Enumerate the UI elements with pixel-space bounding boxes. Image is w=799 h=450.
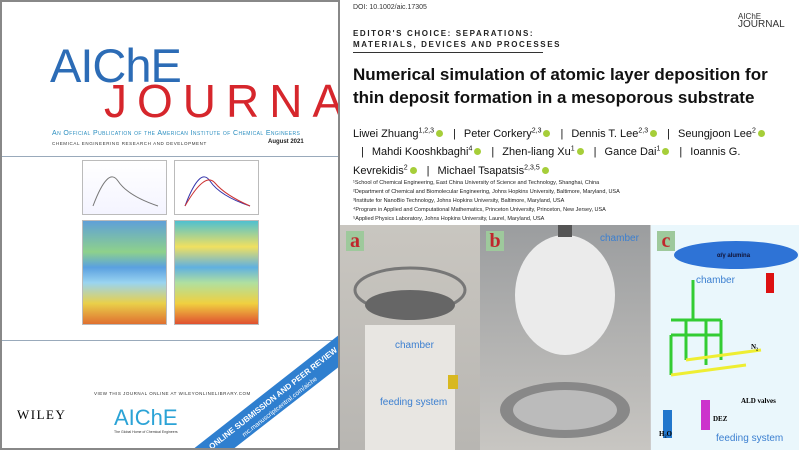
author-list: Liwei Zhuang1,2,3 | Peter Corkery2,3 | Denni… (353, 123, 793, 179)
section-line2: MATERIALS, DEVICES AND PROCESSES (353, 40, 562, 49)
orcid-icon[interactable] (543, 129, 551, 137)
banner-band (194, 335, 338, 448)
logo-top: AIChE (738, 12, 762, 21)
author-name: Liwei Zhuang (353, 127, 419, 140)
affiliation: ⁴Program in Applied and Computational Ma… (353, 207, 606, 213)
wiley-logo: WILEY (17, 407, 67, 422)
author-affiliation-number: 2 (752, 127, 756, 134)
label-b: b (486, 231, 504, 251)
aiche-logo: AIChE (114, 405, 178, 430)
chamber-label: chamber (395, 340, 434, 351)
author[interactable]: Gance Dai1 (605, 146, 672, 158)
author-name: Michael Tsapatsis (437, 164, 525, 177)
feeding-label: feeding system (716, 433, 784, 444)
author-name: Peter Corkery (463, 127, 532, 140)
label-a: a (346, 231, 364, 251)
author[interactable]: Mahdi Kooshkbaghi4 (372, 146, 484, 158)
separator: | (667, 127, 670, 140)
author-affiliation-number: 2,3,5 (524, 164, 540, 172)
author-name: Seungjoon Lee (678, 127, 753, 140)
divider (353, 52, 543, 53)
n2-label: N₂ (751, 343, 759, 351)
affiliation: ¹School of Chemical Engineering, East Ch… (353, 180, 600, 186)
separator: | (491, 146, 495, 159)
author[interactable]: Ioannis G. Kevrekidis2 (353, 146, 740, 177)
cover-issue: August 2021 (268, 139, 304, 145)
author[interactable]: Peter Corkery2,3 (463, 127, 553, 140)
aiche-tagline: The Global Home of Chemical Engineers (114, 430, 178, 434)
author-affiliation-number: 1 (656, 145, 661, 153)
section-heading: EDITOR'S CHOICE: SEPARATIONS: MATERIALS, … (353, 28, 561, 50)
author-affiliation-number: 2,3 (638, 127, 649, 134)
cover-journal: JOURNAL (104, 75, 338, 127)
separator: | (453, 127, 456, 140)
photo-b: b chamber (480, 225, 650, 450)
affiliation: ³Institute for NanoBio Technology, Johns… (353, 198, 565, 204)
separator: | (361, 146, 364, 159)
orcid-icon[interactable] (757, 129, 765, 137)
feeding-label: feeding system (380, 397, 448, 408)
alumina-label: α/γ alumina (717, 253, 751, 259)
chamber-label: chamber (696, 275, 735, 286)
submission-banner[interactable]: ONLINE SUBMISSION AND PEER REVIEW mc.man… (180, 320, 340, 450)
author-affiliation-number: 4 (468, 145, 473, 153)
plot-a (82, 160, 167, 215)
view-online: VIEW THIS JOURNAL ONLINE AT WILEYONLINEL… (94, 391, 251, 396)
author[interactable]: Zhen-liang Xu1 (502, 146, 585, 158)
cover-brand: AIChE (50, 39, 182, 92)
author-name: Zhen-liang Xu (502, 146, 571, 159)
separator: | (426, 164, 430, 177)
photo-c-schematic: c α/γ alumina chamber N₂ ALD valves DEZ … (650, 225, 799, 450)
author-affiliation-number: 1 (570, 145, 575, 153)
orcid-icon[interactable] (409, 166, 417, 174)
article-title: Numerical simulation of atomic layer dep… (353, 65, 768, 107)
orcid-icon[interactable] (662, 148, 670, 156)
orcid-icon[interactable] (436, 129, 444, 137)
orcid-icon[interactable] (650, 129, 658, 137)
author[interactable]: Dennis T. Lee2,3 (571, 127, 659, 140)
logo-bottom: JOURNAL (738, 19, 785, 30)
divider (2, 340, 338, 341)
journal-cover: AIChE JOURNAL An Official Publication of… (0, 0, 340, 450)
contour-d (174, 220, 259, 325)
cover-publication: An Official Publication of the American … (52, 130, 301, 137)
photo-a: a chamber feeding system (340, 225, 480, 450)
contour-c (82, 220, 167, 325)
separator: | (679, 146, 683, 159)
separator: | (593, 146, 597, 159)
banner-text: ONLINE SUBMISSION AND PEER REVIEW (207, 345, 339, 450)
author-name: Dennis T. Lee (571, 127, 639, 140)
affiliations: ¹School of Chemical Engineering, East Ch… (353, 179, 620, 224)
author-name: Mahdi Kooshkbaghi (371, 146, 469, 159)
author-affiliation-number: 2 (403, 164, 408, 172)
author-name: Ioannis G. Kevrekidis (353, 146, 741, 177)
section-line1: EDITOR'S CHOICE: SEPARATIONS: (353, 29, 535, 38)
article-header: DOI: 10.1002/aic.17305 AIChE JOURNAL EDIT… (340, 0, 799, 450)
orcid-icon[interactable] (474, 148, 482, 156)
dez-label: DEZ (713, 415, 728, 423)
doi: DOI: 10.1002/aic.17305 (353, 4, 427, 11)
affiliation: ⁵Applied Physics Laboratory, Johns Hopki… (353, 216, 545, 222)
journal-logo: AIChE JOURNAL (738, 12, 785, 30)
plot-b (174, 160, 259, 215)
author-name: Gance Dai (604, 146, 657, 159)
valves-label: ALD valves (741, 397, 776, 405)
separator: | (560, 127, 564, 140)
divider (2, 156, 338, 157)
chamber-label: chamber (600, 233, 639, 244)
author[interactable]: Seungjoon Lee2 (678, 127, 767, 140)
orcid-icon[interactable] (541, 166, 549, 174)
author-affiliation-number: 2,3 (531, 127, 542, 134)
orcid-icon[interactable] (576, 148, 584, 156)
affiliation: ²Department of Chemical and Biomolecular… (353, 189, 620, 195)
label-c: c (657, 231, 675, 251)
cover-figure (82, 160, 262, 330)
cover-subtitle: CHEMICAL ENGINEERING RESEARCH AND DEVELO… (52, 141, 207, 146)
h2o-label: H₂O (659, 430, 672, 438)
author[interactable]: Michael Tsapatsis2,3,5 (437, 164, 551, 177)
author[interactable]: Liwei Zhuang1,2,3 (353, 127, 445, 140)
author-affiliation-number: 1,2,3 (418, 127, 435, 134)
